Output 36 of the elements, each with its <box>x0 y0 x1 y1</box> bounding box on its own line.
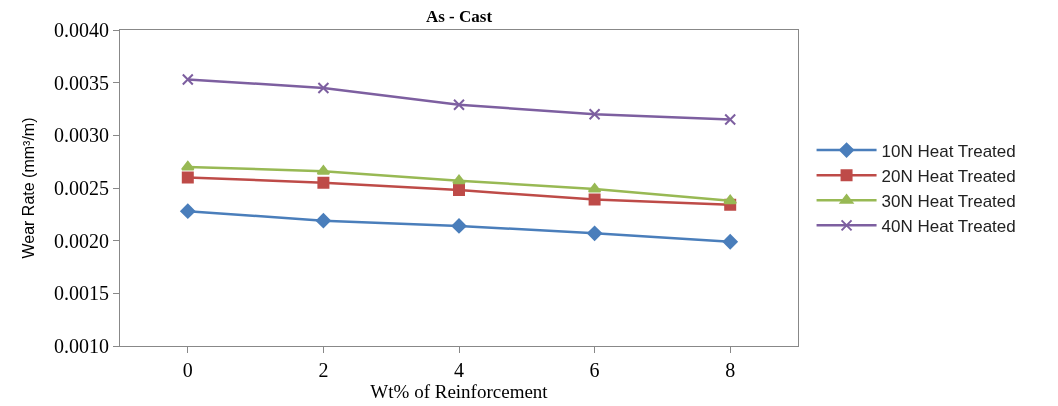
legend-label: 10N Heat Treated <box>881 141 1016 161</box>
y-tick-label: 0.0015 <box>54 282 109 305</box>
x-axis-title: Wt% of Reinforcement <box>370 381 549 402</box>
y-tick-label: 0.0020 <box>54 229 109 252</box>
point <box>588 108 601 121</box>
point <box>722 234 738 250</box>
y-tick-label: 0.0025 <box>54 177 109 199</box>
y-tick-label: 0.0030 <box>54 124 109 147</box>
point <box>317 81 330 94</box>
y-tick-label: 0.0040 <box>54 19 109 41</box>
y-tick-label: 0.0035 <box>54 71 109 94</box>
point <box>181 73 194 86</box>
x-tick-label: 0 <box>182 359 193 381</box>
point <box>317 176 330 189</box>
point <box>315 213 331 229</box>
point <box>724 113 737 126</box>
x-tick-label: 8 <box>725 359 736 381</box>
point <box>181 171 194 184</box>
point <box>452 174 466 185</box>
legend-label: 20N Heat Treated <box>881 166 1016 186</box>
y-axis-title: Wear Rate (mm³/m) <box>19 117 37 259</box>
x-tick-label: 4 <box>454 359 464 381</box>
y-tick-label: 0.0010 <box>54 335 109 357</box>
point <box>588 193 601 206</box>
legend-label: 30N Heat Treated <box>881 191 1016 211</box>
point <box>181 160 195 171</box>
x-tick-label: 6 <box>589 359 600 381</box>
x-tick-label: 2 <box>318 359 329 381</box>
point <box>180 203 196 219</box>
point <box>451 218 467 234</box>
point <box>453 98 465 111</box>
legend-label: 40N Heat Treated <box>881 216 1016 236</box>
chart-title: As - Cast <box>425 7 493 27</box>
point <box>723 194 737 205</box>
point <box>587 225 603 241</box>
point <box>453 184 465 197</box>
